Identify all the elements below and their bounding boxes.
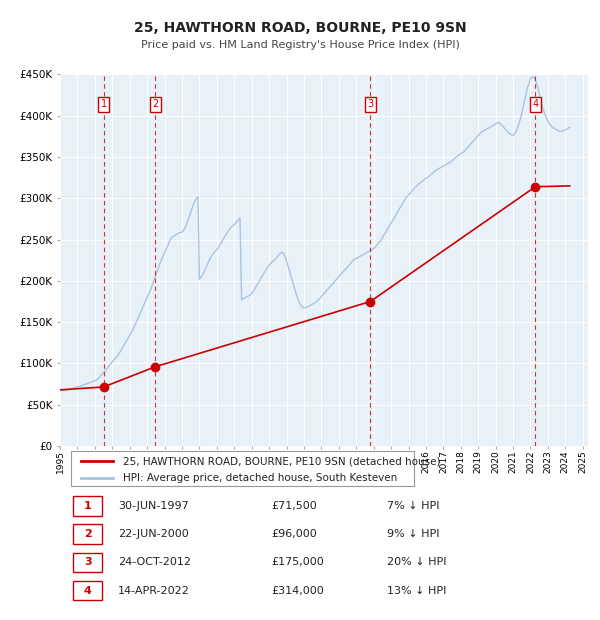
Text: 20% ↓ HPI: 20% ↓ HPI xyxy=(388,557,447,567)
Text: 9% ↓ HPI: 9% ↓ HPI xyxy=(388,529,440,539)
Text: £314,000: £314,000 xyxy=(271,586,324,596)
Text: 25, HAWTHORN ROAD, BOURNE, PE10 9SN (detached house): 25, HAWTHORN ROAD, BOURNE, PE10 9SN (det… xyxy=(124,456,441,466)
Text: 25, HAWTHORN ROAD, BOURNE, PE10 9SN: 25, HAWTHORN ROAD, BOURNE, PE10 9SN xyxy=(134,21,466,35)
Text: HPI: Average price, detached house, South Kesteven: HPI: Average price, detached house, Sout… xyxy=(124,472,398,482)
FancyBboxPatch shape xyxy=(71,451,414,487)
FancyBboxPatch shape xyxy=(73,581,102,600)
Text: 7% ↓ HPI: 7% ↓ HPI xyxy=(388,501,440,511)
Text: 24-OCT-2012: 24-OCT-2012 xyxy=(118,557,191,567)
FancyBboxPatch shape xyxy=(73,525,102,544)
Text: £96,000: £96,000 xyxy=(271,529,317,539)
Text: 1: 1 xyxy=(101,99,107,109)
Text: 13% ↓ HPI: 13% ↓ HPI xyxy=(388,586,447,596)
Text: £71,500: £71,500 xyxy=(271,501,317,511)
FancyBboxPatch shape xyxy=(73,496,102,515)
Text: 22-JUN-2000: 22-JUN-2000 xyxy=(118,529,189,539)
FancyBboxPatch shape xyxy=(73,552,102,572)
Text: 14-APR-2022: 14-APR-2022 xyxy=(118,586,190,596)
Text: Price paid vs. HM Land Registry's House Price Index (HPI): Price paid vs. HM Land Registry's House … xyxy=(140,40,460,50)
Text: 4: 4 xyxy=(84,586,92,596)
Text: 3: 3 xyxy=(84,557,92,567)
Text: 1: 1 xyxy=(84,501,92,511)
Text: £175,000: £175,000 xyxy=(271,557,324,567)
Text: 30-JUN-1997: 30-JUN-1997 xyxy=(118,501,189,511)
Text: 3: 3 xyxy=(367,99,373,109)
Text: 4: 4 xyxy=(532,99,538,109)
Text: 2: 2 xyxy=(152,99,158,109)
Text: 2: 2 xyxy=(84,529,92,539)
